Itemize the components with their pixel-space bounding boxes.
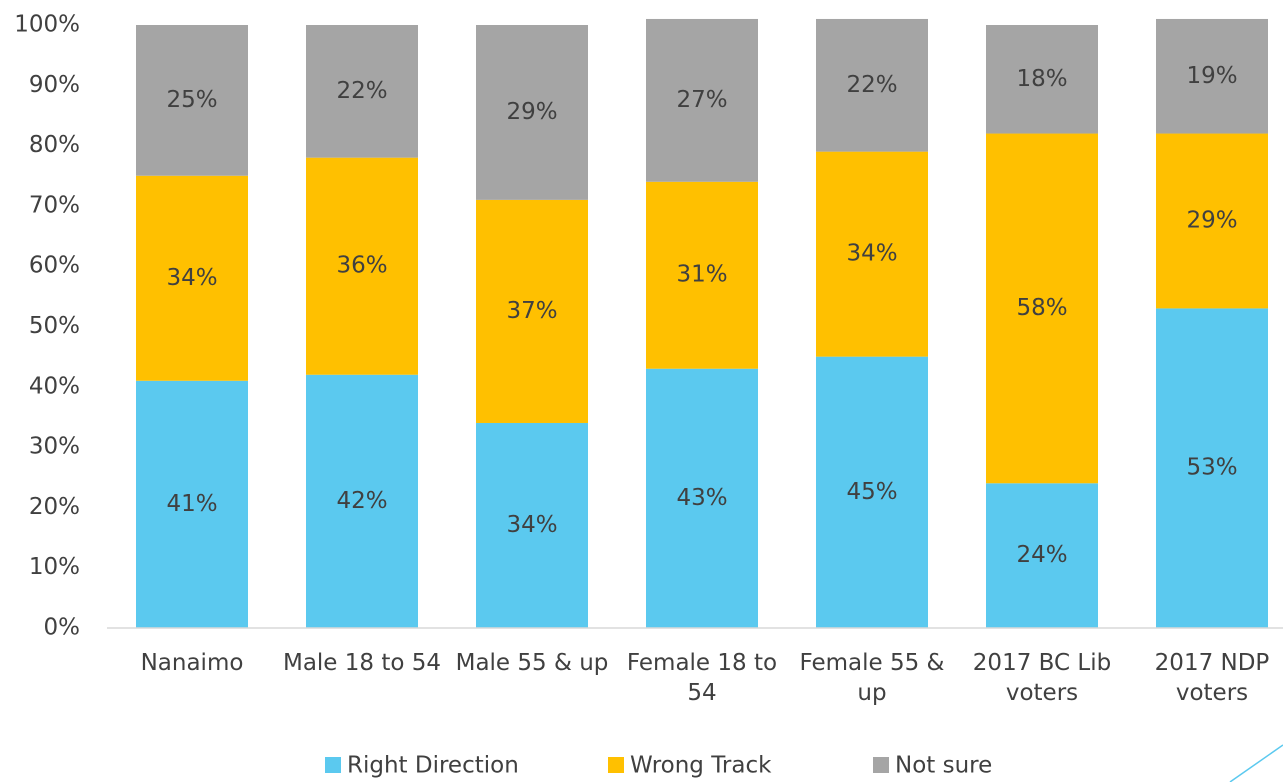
bar-segment bbox=[136, 175, 248, 381]
data-label: 22% bbox=[846, 72, 897, 98]
bar-segment bbox=[306, 25, 418, 158]
bar-segment bbox=[816, 356, 928, 628]
y-tick-label: 60% bbox=[29, 253, 80, 279]
bar-segment bbox=[1156, 308, 1268, 628]
data-label: 25% bbox=[166, 87, 217, 113]
y-tick-label: 50% bbox=[29, 313, 80, 339]
y-tick-label: 80% bbox=[29, 132, 80, 158]
bar-segment bbox=[136, 380, 248, 628]
data-label: 42% bbox=[336, 488, 387, 514]
x-tick-label: Male 55 & up bbox=[455, 650, 609, 676]
bar-segment bbox=[816, 18, 928, 152]
legend-swatch bbox=[608, 757, 624, 773]
bar-segment bbox=[476, 199, 588, 423]
y-tick-label: 10% bbox=[29, 554, 80, 580]
data-label: 24% bbox=[1016, 542, 1067, 568]
data-label: 41% bbox=[166, 491, 217, 517]
x-tick-label: 2017 BC Lib voters bbox=[972, 650, 1112, 706]
y-tick-label: 40% bbox=[29, 373, 80, 399]
data-label: 22% bbox=[336, 78, 387, 104]
y-tick-label: 70% bbox=[29, 192, 80, 218]
bar-segment bbox=[986, 483, 1098, 628]
bar-segment bbox=[476, 25, 588, 200]
data-label: 37% bbox=[506, 298, 557, 324]
data-label: 18% bbox=[1016, 66, 1067, 92]
legend-label: Not sure bbox=[895, 753, 992, 779]
bar-segment bbox=[646, 181, 758, 369]
data-label: 29% bbox=[1186, 207, 1237, 233]
bar-segment bbox=[646, 18, 758, 182]
data-label: 43% bbox=[676, 485, 727, 511]
bar-segment bbox=[1156, 18, 1268, 134]
legend-label: Wrong Track bbox=[630, 753, 772, 779]
legend-swatch bbox=[325, 757, 341, 773]
data-label: 58% bbox=[1016, 295, 1067, 321]
legend-swatch bbox=[873, 757, 889, 773]
data-label: 27% bbox=[676, 87, 727, 113]
legend-label: Right Direction bbox=[347, 753, 519, 779]
bar-segment bbox=[1156, 133, 1268, 309]
x-tick-label: Female 18 to 54 bbox=[626, 650, 778, 706]
bar-segment bbox=[476, 422, 588, 628]
data-label: 34% bbox=[506, 512, 557, 538]
bar-segment bbox=[986, 25, 1098, 134]
y-tick-label: 90% bbox=[29, 72, 80, 98]
decoration bbox=[1229, 744, 1283, 782]
bar-segment bbox=[646, 368, 758, 628]
bar-segment bbox=[306, 374, 418, 628]
y-tick-label: 0% bbox=[44, 615, 81, 641]
data-label: 19% bbox=[1186, 63, 1237, 89]
bar-segment bbox=[816, 151, 928, 357]
bar-segment bbox=[986, 133, 1098, 484]
y-tick-label: 100% bbox=[14, 12, 80, 38]
data-label: 31% bbox=[676, 262, 727, 288]
x-tick-label: Nanaimo bbox=[140, 650, 244, 676]
bar-segment bbox=[306, 157, 418, 375]
data-label: 34% bbox=[166, 265, 217, 291]
data-label: 36% bbox=[336, 253, 387, 279]
x-tick-label: Male 18 to 54 bbox=[282, 650, 442, 676]
y-tick-label: 20% bbox=[29, 494, 80, 520]
y-tick-label: 30% bbox=[29, 434, 80, 460]
data-label: 34% bbox=[846, 241, 897, 267]
data-label: 45% bbox=[846, 479, 897, 505]
x-tick-label: Female 55 & up bbox=[799, 650, 945, 706]
x-tick-label: 2017 NDP voters bbox=[1154, 650, 1270, 706]
bar-segment bbox=[136, 25, 248, 176]
data-label: 53% bbox=[1186, 455, 1237, 481]
data-label: 29% bbox=[506, 99, 557, 125]
